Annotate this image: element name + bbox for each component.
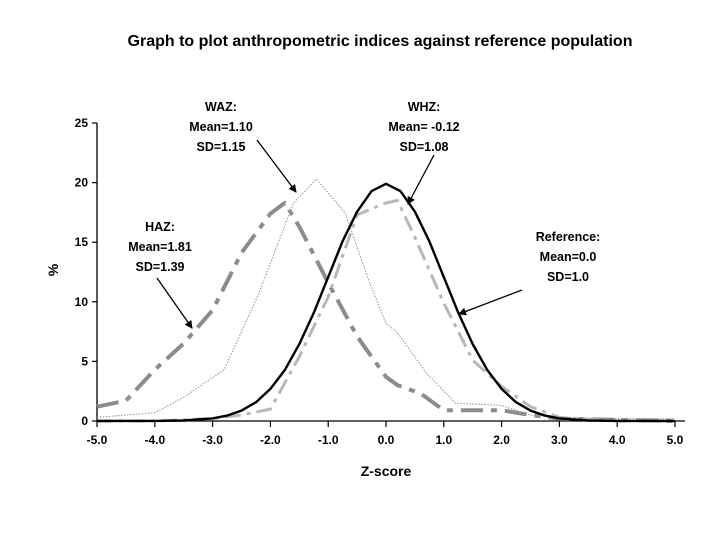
annotation-waz: WAZ: Mean=1.10 SD=1.15 xyxy=(189,100,297,193)
x-tick-label: 4.0 xyxy=(609,433,626,447)
annotation-waz-line3: SD=1.15 xyxy=(197,140,246,154)
y-tick-label: 5 xyxy=(81,354,88,368)
x-tick-label: 0.0 xyxy=(378,433,395,447)
series-line-waz xyxy=(96,178,675,420)
annotation-haz-line3: SD=1.39 xyxy=(136,260,185,274)
y-tick-label: 20 xyxy=(75,176,89,190)
x-tick-label: -3.0 xyxy=(202,433,223,447)
x-tick-label: -2.0 xyxy=(260,433,281,447)
annotation-whz-line1: WHZ: xyxy=(408,100,441,114)
x-tick-label: 3.0 xyxy=(551,433,568,447)
y-tick-label: 10 xyxy=(75,295,89,309)
annotation-haz-line2: Mean=1.81 xyxy=(128,240,192,254)
series-line-reference xyxy=(96,182,676,423)
y-tick-label: 25 xyxy=(75,116,89,130)
annotation-waz-line2: Mean=1.10 xyxy=(189,120,253,134)
x-tick-label: 2.0 xyxy=(493,433,510,447)
x-axis-label: Z-score xyxy=(361,463,412,479)
chart-title: Graph to plot anthropometric indices aga… xyxy=(128,33,633,50)
annotation-whz-line2: Mean= -0.12 xyxy=(388,120,459,134)
y-tick-label: 15 xyxy=(75,235,89,249)
annotation-whz-line3: SD=1.08 xyxy=(400,140,449,154)
series-line-whz xyxy=(97,199,675,423)
x-tick-label: -5.0 xyxy=(87,433,108,447)
annotation-ref-line3: SD=1.0 xyxy=(547,270,589,284)
x-tick-label: -1.0 xyxy=(318,433,339,447)
annotation-waz-arrow xyxy=(256,139,297,193)
axes: 0 5 10 15 20 25 -5.0 -4.0 -3.0 -2.0 -1.0 0.0 1.0 2.0 3… xyxy=(75,116,685,447)
y-axis-label: % xyxy=(45,263,61,276)
x-tick-label: 5.0 xyxy=(667,433,684,447)
annotation-whz-arrow xyxy=(407,154,435,205)
annotation-reference: Reference: Mean=0.0 SD=1.0 xyxy=(458,230,601,316)
annotation-ref-arrow xyxy=(458,289,523,316)
series-group xyxy=(96,178,676,423)
x-tick-label: -4.0 xyxy=(144,433,165,447)
annotation-whz: WHZ: Mean= -0.12 SD=1.08 xyxy=(388,100,460,205)
annotation-haz: HAZ: Mean=1.81 SD=1.39 xyxy=(128,220,193,329)
y-tick-label: 0 xyxy=(81,414,88,428)
series-line-haz xyxy=(96,200,676,423)
x-tick-label: 1.0 xyxy=(435,433,452,447)
annotation-waz-line1: WAZ: xyxy=(205,100,237,114)
annotation-haz-arrow xyxy=(156,277,193,329)
annotation-ref-line1: Reference: xyxy=(536,230,601,244)
annotation-ref-line2: Mean=0.0 xyxy=(540,250,597,264)
annotation-haz-line1: HAZ: xyxy=(145,220,175,234)
